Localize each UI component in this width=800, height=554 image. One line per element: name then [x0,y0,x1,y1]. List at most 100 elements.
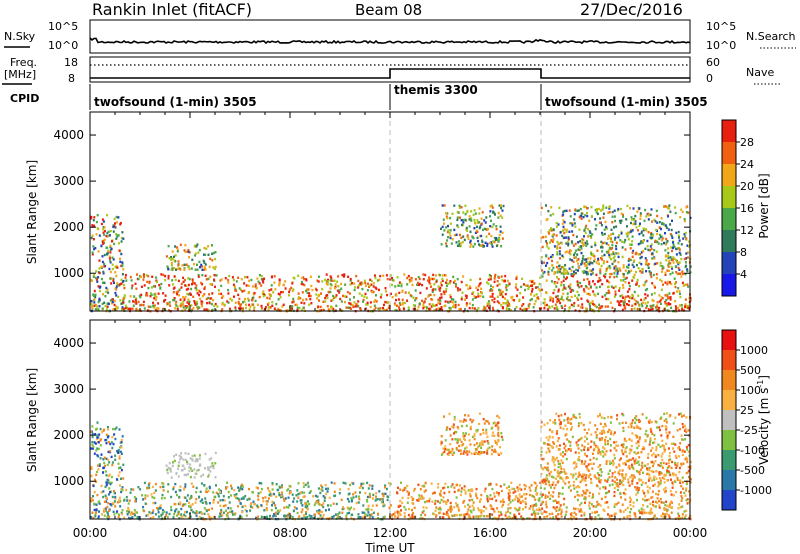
data-cell [686,268,689,271]
data-cell [310,284,313,288]
data-cell [194,254,197,257]
data-cell [409,516,412,519]
data-cell [464,218,467,222]
data-cell [196,243,199,246]
data-cell [435,303,438,307]
data-cell [674,285,677,289]
data-cell [658,221,661,224]
data-cell [631,279,634,282]
data-cell [251,285,254,288]
data-cell [223,499,226,502]
data-cell [164,274,167,278]
data-cell [627,270,630,273]
data-cell [666,466,669,469]
data-cell [120,468,123,472]
data-cell [213,267,216,271]
data-cell [469,239,472,242]
data-cell [287,506,290,509]
data-cell [278,293,281,296]
data-cell [486,244,489,247]
data-cell [129,513,132,516]
data-cell [562,225,565,229]
data-cell [453,451,455,454]
data-cell [622,213,624,217]
data-cell [638,207,641,210]
data-cell [187,283,190,287]
data-cell [411,514,414,517]
data-cell [109,259,112,263]
data-cell [624,493,627,496]
data-cell [418,283,420,287]
data-cell [467,515,470,519]
data-cell [628,284,631,288]
data-cell [147,305,150,308]
data-cell [625,218,628,221]
data-cell [162,273,165,277]
data-cell [317,305,320,308]
data-cell [211,462,214,465]
data-cell [489,295,492,298]
data-cell [551,280,553,283]
data-cell [631,304,634,307]
data-cell [560,470,563,474]
data-cell [447,229,450,232]
data-cell [565,230,568,233]
data-cell [688,240,691,243]
data-cell [605,492,607,495]
data-cell [321,503,323,507]
data-cell [163,496,166,500]
data-cell [375,492,378,495]
data-cell [529,489,532,492]
data-cell [447,515,450,519]
data-cell [436,500,439,503]
data-cell [658,237,661,240]
data-cell [549,296,552,299]
data-cell [411,508,413,512]
data-cell [574,507,577,511]
data-cell [619,509,622,512]
data-cell [248,303,251,307]
data-cell [440,243,443,246]
data-cell [640,302,643,306]
data-cell [615,503,618,506]
data-cell [411,283,414,287]
data-cell [533,495,536,499]
data-cell [482,228,484,232]
data-cell [204,452,207,456]
data-cell [234,306,237,309]
data-cell [401,501,404,505]
data-cell [269,491,272,494]
data-cell [504,274,507,278]
data-cell [267,308,270,312]
data-cell [428,307,430,311]
data-cell [640,262,643,266]
data-cell [482,418,485,421]
data-cell [531,495,534,498]
data-cell [420,497,423,500]
data-cell [546,495,549,498]
data-cell [609,301,612,304]
data-cell [503,297,506,300]
data-cell [398,281,401,284]
data-cell [555,234,558,237]
data-cell [237,293,240,297]
data-cell [348,492,351,495]
data-cell [611,262,614,266]
data-cell [515,495,518,498]
data-cell [224,277,227,280]
data-cell [101,260,104,264]
data-cell [455,446,458,450]
data-cell [689,265,692,268]
data-cell [508,307,511,311]
data-cell [90,430,92,433]
data-cell [525,484,527,488]
data-cell [437,507,440,511]
data-cell [642,250,645,253]
data-cell [100,484,103,488]
data-cell [159,504,162,507]
data-cell [450,485,453,488]
data-cell [630,243,633,246]
data-cell [601,233,604,236]
data-cell [645,261,648,265]
data-cell [201,274,204,277]
